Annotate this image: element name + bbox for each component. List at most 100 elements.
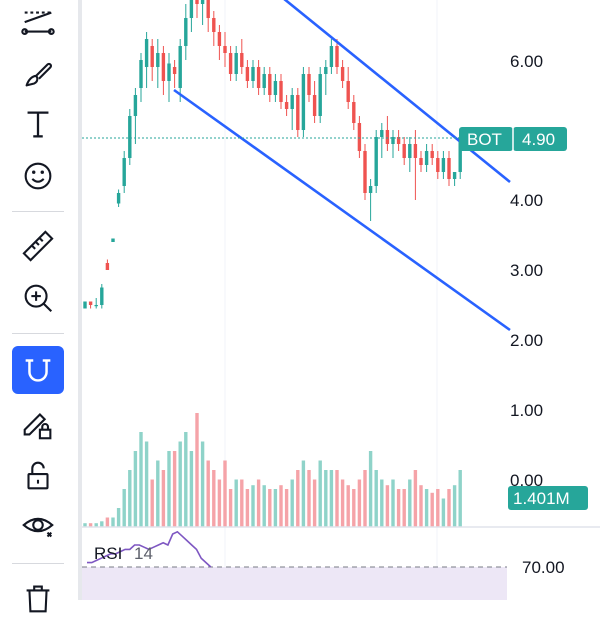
candle bbox=[329, 39, 334, 74]
channel-lower-line[interactable] bbox=[173, 88, 511, 332]
candle bbox=[380, 123, 384, 158]
candle bbox=[318, 67, 322, 123]
volume-bar bbox=[122, 489, 126, 527]
volume-bar bbox=[447, 489, 451, 527]
candle bbox=[296, 88, 300, 137]
candle bbox=[228, 46, 233, 81]
candlesticks bbox=[83, 0, 462, 309]
candle bbox=[363, 144, 367, 200]
candle bbox=[150, 39, 154, 81]
magnet-icon[interactable] bbox=[12, 346, 64, 394]
volume-bar bbox=[312, 479, 317, 527]
volume-bar bbox=[402, 489, 406, 527]
volume-bar bbox=[307, 470, 311, 527]
volume-bar bbox=[212, 470, 216, 527]
volume-bar bbox=[329, 470, 334, 527]
volume-bar bbox=[139, 432, 143, 527]
candle bbox=[200, 0, 205, 25]
volume-bar bbox=[391, 479, 395, 527]
price-axis-label: 6.00 bbox=[510, 52, 543, 71]
rsi-pane[interactable]: RSI 14 70.00 bbox=[82, 530, 565, 600]
volume-bar bbox=[290, 479, 294, 527]
candle bbox=[436, 151, 440, 179]
text-tool-icon[interactable] bbox=[12, 100, 64, 148]
volume-bar bbox=[133, 451, 138, 527]
candle bbox=[312, 81, 317, 123]
volume-bar bbox=[335, 470, 339, 527]
candle bbox=[189, 0, 194, 32]
volume-bar bbox=[228, 489, 233, 527]
candle bbox=[447, 151, 451, 186]
volume-bar bbox=[234, 479, 238, 527]
volume-bar bbox=[430, 492, 434, 527]
candle bbox=[111, 238, 115, 242]
volume-bar bbox=[385, 485, 390, 527]
candle bbox=[212, 11, 216, 46]
volume-bar bbox=[340, 479, 345, 527]
volume-bar bbox=[301, 460, 306, 527]
zoom-in-icon[interactable] bbox=[12, 274, 64, 322]
volume-bar bbox=[273, 489, 278, 527]
candle bbox=[279, 74, 283, 109]
volume-bar bbox=[144, 441, 149, 527]
volume-bar bbox=[245, 489, 250, 527]
candle bbox=[352, 95, 356, 130]
volume-bar bbox=[116, 508, 121, 527]
toolbar-divider[interactable] bbox=[78, 0, 82, 600]
volume-bar bbox=[324, 470, 328, 527]
volume-bar bbox=[83, 523, 87, 527]
unlock-icon[interactable] bbox=[12, 452, 64, 500]
volume-bar bbox=[318, 460, 322, 527]
candle bbox=[419, 151, 423, 172]
candle bbox=[251, 60, 255, 88]
trend-line-tools-icon[interactable] bbox=[12, 0, 64, 48]
volume-bar bbox=[200, 441, 205, 527]
candle bbox=[234, 46, 238, 81]
volume-bar bbox=[368, 451, 373, 527]
volume-bar bbox=[178, 441, 182, 527]
candle bbox=[206, 0, 210, 32]
ticker-price-tag: BOT 4.90 bbox=[459, 127, 567, 151]
candle bbox=[172, 60, 177, 88]
price-axis-label: 2.00 bbox=[510, 331, 543, 350]
candle bbox=[83, 301, 87, 309]
candle bbox=[408, 137, 412, 172]
emoji-icon[interactable] bbox=[12, 152, 64, 200]
volume-bar bbox=[352, 489, 356, 527]
candle bbox=[156, 39, 160, 88]
volume-bar bbox=[424, 489, 429, 527]
trash-icon[interactable] bbox=[12, 574, 64, 622]
candle bbox=[161, 46, 166, 95]
rsi-line bbox=[87, 530, 212, 568]
volume-bar bbox=[223, 460, 227, 527]
volume-bars bbox=[83, 413, 462, 527]
eye-icon[interactable] bbox=[12, 502, 64, 550]
volume-bar bbox=[458, 470, 462, 527]
volume-bar bbox=[408, 479, 412, 527]
ruler-icon[interactable] bbox=[12, 222, 64, 270]
rsi-period: 14 bbox=[134, 544, 153, 563]
rsi-title: RSI bbox=[94, 544, 122, 563]
toolbar-separator bbox=[12, 563, 64, 564]
volume-bar bbox=[167, 451, 171, 527]
candle bbox=[357, 116, 362, 158]
candle bbox=[441, 151, 446, 179]
volume-bar bbox=[452, 485, 457, 527]
volume-bar bbox=[441, 498, 446, 527]
volume-bar bbox=[156, 460, 160, 527]
last-price-value: 4.90 bbox=[522, 130, 555, 149]
volume-value: 1.401M bbox=[513, 489, 570, 508]
volume-bar bbox=[161, 470, 166, 527]
candle bbox=[324, 60, 328, 95]
volume-bar bbox=[296, 470, 300, 527]
volume-bar bbox=[88, 523, 93, 527]
price-chart[interactable]: 6.00 4.00 3.00 2.00 1.00 0.00 BOT 4.90 1… bbox=[82, 0, 600, 600]
volume-bar bbox=[419, 485, 423, 527]
candle bbox=[88, 301, 93, 309]
candle bbox=[128, 109, 132, 165]
brush-icon[interactable] bbox=[12, 50, 64, 98]
lock-drawing-icon[interactable] bbox=[12, 400, 64, 448]
candle bbox=[223, 32, 227, 67]
ticker-symbol: BOT bbox=[467, 130, 502, 149]
candle bbox=[396, 130, 401, 151]
